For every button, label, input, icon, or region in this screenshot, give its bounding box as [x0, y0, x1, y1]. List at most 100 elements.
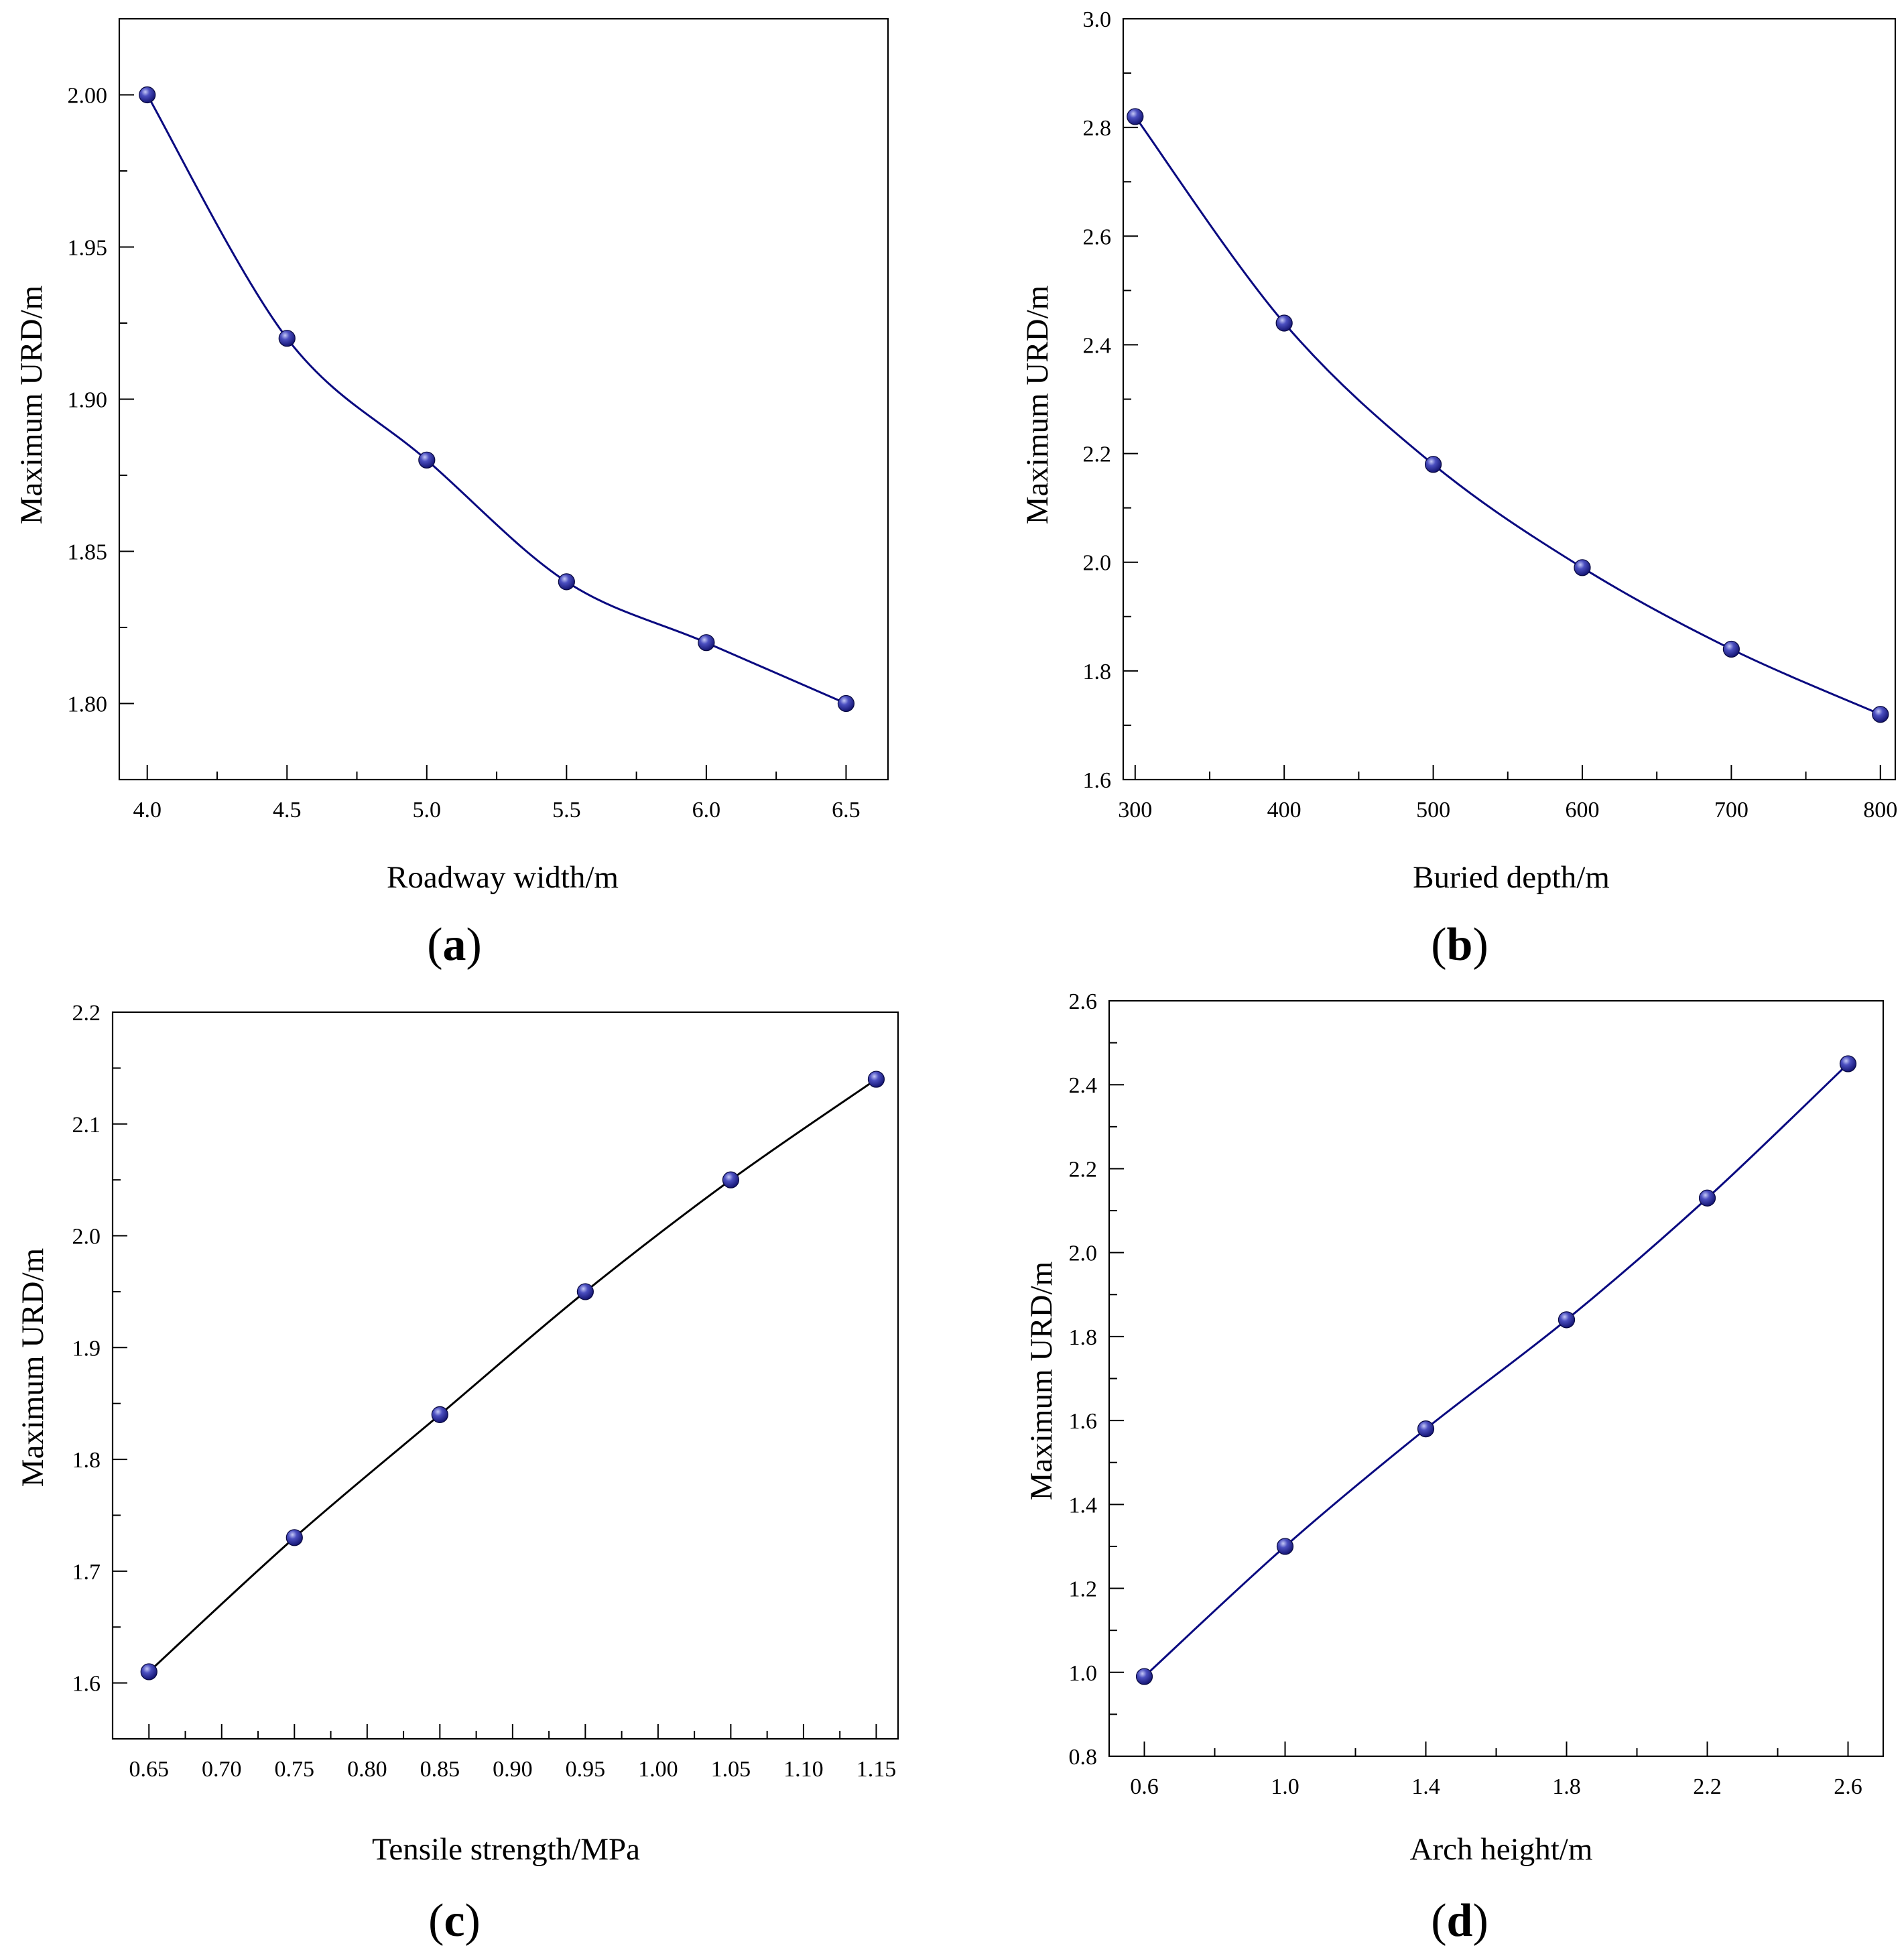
- chart-b-x-tick-label: 500: [1416, 798, 1450, 822]
- chart-b-series-line: [1134, 116, 1881, 716]
- chart-d-y-tick-label: 2.6: [1069, 989, 1098, 1014]
- chart-d-y-tick-label: 1.6: [1069, 1409, 1098, 1434]
- chart-d-y-tick-label: 2.4: [1069, 1073, 1098, 1098]
- chart-b-y-tick-label: 2.2: [1083, 442, 1112, 467]
- chart-c-y-tick-label: 1.8: [72, 1448, 101, 1473]
- chart-c-x-tick-label: 1.10: [783, 1757, 824, 1782]
- chart-d-y-tick-label: 1.4: [1069, 1493, 1098, 1518]
- chart-b-y-tick-label: 2.6: [1083, 225, 1112, 249]
- chart-a-y-tick-label: 2.00: [68, 84, 108, 109]
- chart-b-data-point: [1275, 314, 1293, 332]
- chart-d-data-point: [1839, 1055, 1857, 1073]
- chart-a-data-point: [837, 694, 855, 713]
- chart-b-data-point: [1127, 108, 1144, 125]
- chart-a-data-point: [418, 451, 436, 469]
- chart-c-xlabel: Tensile strength/MPa: [372, 1832, 640, 1867]
- chart-d-y-tick-label: 1.0: [1069, 1661, 1098, 1686]
- chart-panel-d: 0.6 1.0 1.4 1.8 2.2 2.6 0.8 1.0 1.2 1.4 1.6 1.8 2.0 2…: [1024, 989, 1885, 1947]
- chart-b-xlabel: Buried depth/m: [1413, 860, 1610, 895]
- chart-b-ylabel: Maximum URD/m: [1020, 286, 1055, 524]
- chart-d-data-point: [1698, 1189, 1716, 1207]
- chart-c-data-point: [867, 1071, 885, 1088]
- chart-b-data-point: [1424, 456, 1442, 473]
- chart-b-y-tick-label: 2.8: [1083, 116, 1112, 141]
- chart-c-x-tick-label: 1.15: [856, 1757, 897, 1782]
- chart-a-panel-letter: a: [443, 919, 466, 971]
- chart-a-data-point: [278, 330, 296, 347]
- chart-b-x-tick-label: 600: [1565, 798, 1599, 822]
- chart-d-x-tick-label: 0.6: [1130, 1774, 1159, 1799]
- chart-d-ylabel: Maximum URD/m: [1024, 1262, 1059, 1500]
- chart-a-series-line: [146, 94, 847, 705]
- chart-panel-c: 0.65 0.70 0.75 0.80 0.85 0.90 0.95 1.00 1.05 1.10…: [15, 1001, 899, 1947]
- chart-d-data-point: [1417, 1420, 1435, 1438]
- chart-b-x-tick-label: 800: [1863, 798, 1897, 822]
- chart-a-data-point: [698, 634, 715, 652]
- chart-c-series-line: [148, 1078, 877, 1673]
- chart-c-x-tick-label: 0.80: [347, 1757, 387, 1782]
- chart-d-x-tick-label: 2.2: [1693, 1774, 1722, 1799]
- chart-b-y-tick-label: 1.8: [1083, 660, 1112, 684]
- chart-c-y-tick-label: 2.0: [72, 1225, 101, 1249]
- chart-c-y-tick-label: 2.1: [72, 1113, 101, 1138]
- chart-b-y-tick-label: 2.4: [1083, 333, 1112, 358]
- chart-a-data-point: [558, 573, 575, 591]
- chart-c-x-tick-label: 0.65: [129, 1757, 170, 1782]
- chart-a-x-tick-label: 5.5: [552, 798, 581, 822]
- chart-b-marks: 300 400 500 600 700 800 1.6 1.8 2.0 2.2 2.4 2.6 2.8 3…: [1083, 7, 1898, 822]
- chart-d-data-point: [1558, 1311, 1576, 1329]
- chart-c-x-tick-label: 0.90: [493, 1757, 533, 1782]
- chart-c-x-tick-label: 1.00: [638, 1757, 678, 1782]
- chart-b-plot-frame: [1122, 17, 1897, 781]
- chart-c-plot-frame: [111, 1011, 899, 1740]
- chart-a-x-tick-label: 4.0: [133, 798, 162, 822]
- chart-a-y-tick-label: 1.90: [68, 388, 108, 413]
- chart-c-data-point: [140, 1663, 157, 1681]
- chart-c-y-tick-label: 2.2: [72, 1001, 101, 1026]
- chart-d-y-tick-label: 1.2: [1069, 1577, 1098, 1602]
- chart-c-marks: 0.65 0.70 0.75 0.80 0.85 0.90 0.95 1.00 1.05 1.10…: [72, 1001, 899, 1782]
- chart-b-x-tick-label: 700: [1714, 798, 1749, 822]
- chart-c-data-point: [285, 1529, 303, 1546]
- chart-c-panel-label: (c): [428, 1895, 481, 1947]
- chart-a-ylabel: Maximum URD/m: [14, 286, 49, 524]
- chart-d-y-tick-label: 0.8: [1069, 1745, 1098, 1770]
- chart-b-panel-letter: b: [1447, 919, 1473, 971]
- chart-d-panel-letter: d: [1447, 1895, 1473, 1947]
- chart-b-data-point: [1872, 706, 1889, 723]
- chart-c-data-point: [576, 1283, 594, 1300]
- chart-d-x-tick-label: 1.0: [1271, 1774, 1299, 1799]
- chart-c-x-tick-label: 0.95: [566, 1757, 606, 1782]
- chart-b-panel-label: (b): [1431, 919, 1488, 971]
- chart-d-xlabel: Arch height/m: [1410, 1832, 1593, 1867]
- chart-c-y-tick-label: 1.6: [72, 1672, 101, 1697]
- chart-a-x-tick-label: 6.5: [832, 798, 861, 822]
- chart-d-x-tick-label: 1.8: [1552, 1774, 1581, 1799]
- chart-c-data-point: [722, 1171, 740, 1188]
- chart-b-data-point: [1722, 640, 1740, 658]
- chart-a-y-tick-label: 1.95: [68, 236, 108, 261]
- chart-c-y-tick-label: 1.7: [72, 1560, 101, 1585]
- chart-d-x-tick-label: 2.6: [1834, 1774, 1862, 1799]
- chart-c-x-tick-label: 1.05: [711, 1757, 751, 1782]
- chart-c-y-tick-label: 1.9: [72, 1336, 101, 1361]
- chart-c-x-tick-label: 0.75: [275, 1757, 315, 1782]
- chart-a-x-tick-label: 5.0: [413, 798, 442, 822]
- chart-d-y-tick-label: 2.0: [1069, 1241, 1098, 1266]
- chart-a-marks: 4.0 4.5 5.0 5.5 6.0 6.5 1.80 1.85 1.90 1.95 2.00: [68, 17, 889, 822]
- chart-d-y-tick-label: 1.8: [1069, 1325, 1098, 1350]
- chart-c-data-point: [431, 1406, 448, 1423]
- chart-d-plot-frame: [1108, 999, 1885, 1758]
- chart-d-data-point: [1276, 1538, 1294, 1555]
- chart-a-y-tick-label: 1.85: [68, 540, 108, 565]
- chart-b-data-point: [1574, 559, 1591, 576]
- chart-c-x-tick-label: 0.70: [202, 1757, 242, 1782]
- chart-d-x-tick-label: 1.4: [1411, 1774, 1440, 1799]
- chart-d-data-point: [1135, 1668, 1153, 1685]
- chart-panel-b: 300 400 500 600 700 800 1.6 1.8 2.0 2.2 2.4 2.6 2.8 3…: [1020, 7, 1897, 971]
- chart-a-data-point: [139, 86, 156, 104]
- chart-b-y-tick-label: 3.0: [1083, 7, 1112, 32]
- chart-d-panel-label: (d): [1431, 1895, 1488, 1947]
- chart-b-x-tick-label: 400: [1267, 798, 1302, 822]
